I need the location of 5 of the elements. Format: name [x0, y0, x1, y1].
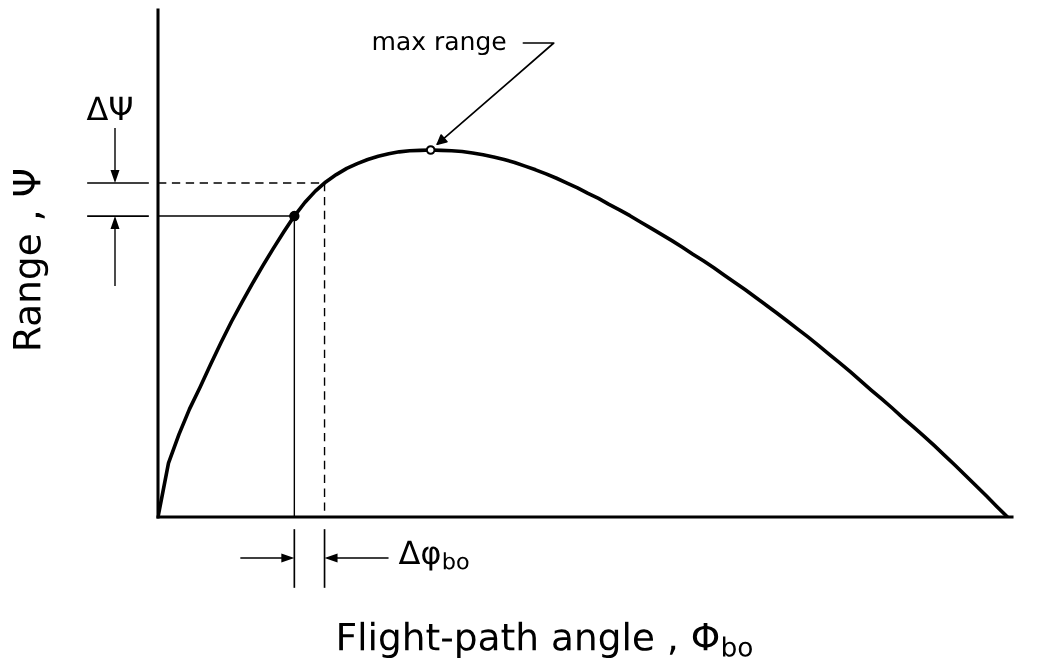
text: ΔΨ [86, 96, 132, 121]
x-axis-title: Flight-path angle , Φ$_{bo}$ [339, 621, 752, 659]
y-axis-title: Range , Ψ [13, 170, 49, 349]
text: max range [373, 35, 506, 56]
text: Δφ$_{bo}$ [398, 540, 469, 571]
